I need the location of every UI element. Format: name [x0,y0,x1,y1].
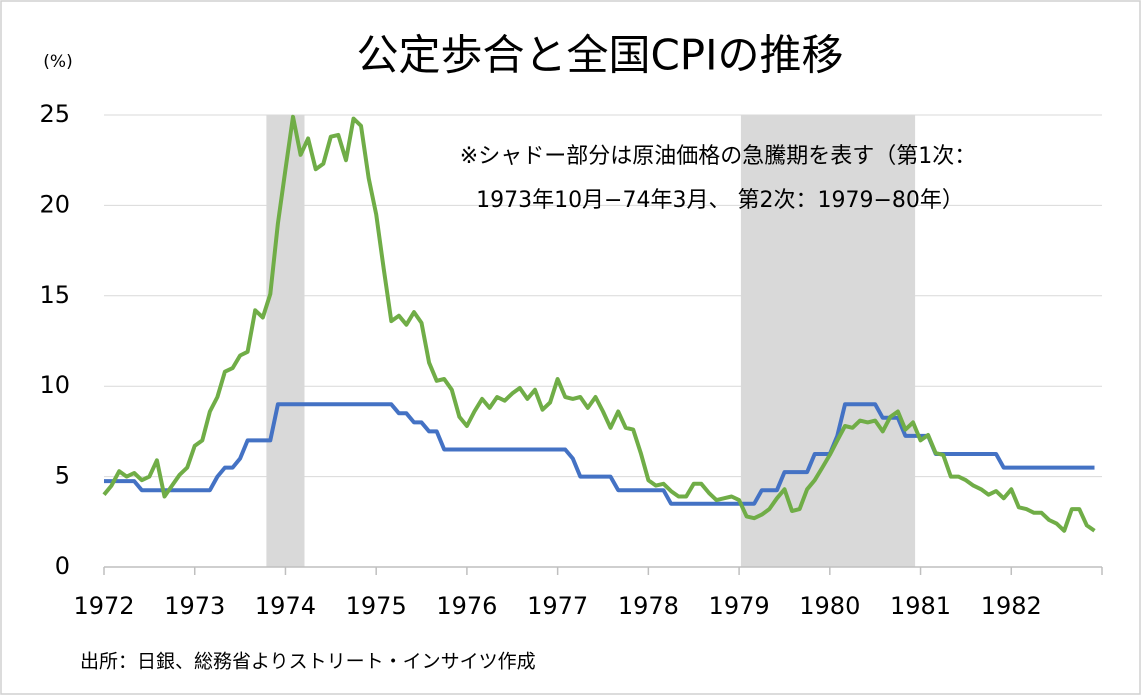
x-tick-label: 1973 [164,592,225,620]
y-unit-label: (%) [43,52,72,72]
shaded-period [740,115,916,567]
x-tick-label: 1980 [799,592,860,620]
annotation: 1973年10月−74年3月、 第2次：1979−80年） [476,188,964,213]
annotation: ※シャドー部分は原油価格の急騰期を表す（第1次： [460,144,976,169]
y-tick-label: 0 [55,552,70,580]
y-tick-label: 10 [39,371,70,399]
y-tick-label: 5 [55,462,70,490]
y-tick-label: 15 [39,281,70,309]
x-tick-label: 1974 [255,592,316,620]
x-tick-label: 1979 [709,592,770,620]
x-tick-label: 1982 [981,592,1042,620]
y-tick-label: 20 [39,190,70,218]
shaded-period [266,115,305,567]
x-tick-label: 1975 [346,592,407,620]
y-tick-label: 25 [39,100,70,128]
chart-title: 公定歩合と全国CPIの推移 [356,31,843,80]
series-line [102,114,1096,533]
x-tick-label: 1972 [73,592,134,620]
x-tick-label: 1976 [436,592,497,620]
x-tick-label: 1978 [618,592,679,620]
x-tick-label: 1977 [527,592,588,620]
x-tick-label: 1981 [890,592,951,620]
source-note: 出所：日銀、総務省よりストリート・インサイツ作成 [80,651,536,673]
